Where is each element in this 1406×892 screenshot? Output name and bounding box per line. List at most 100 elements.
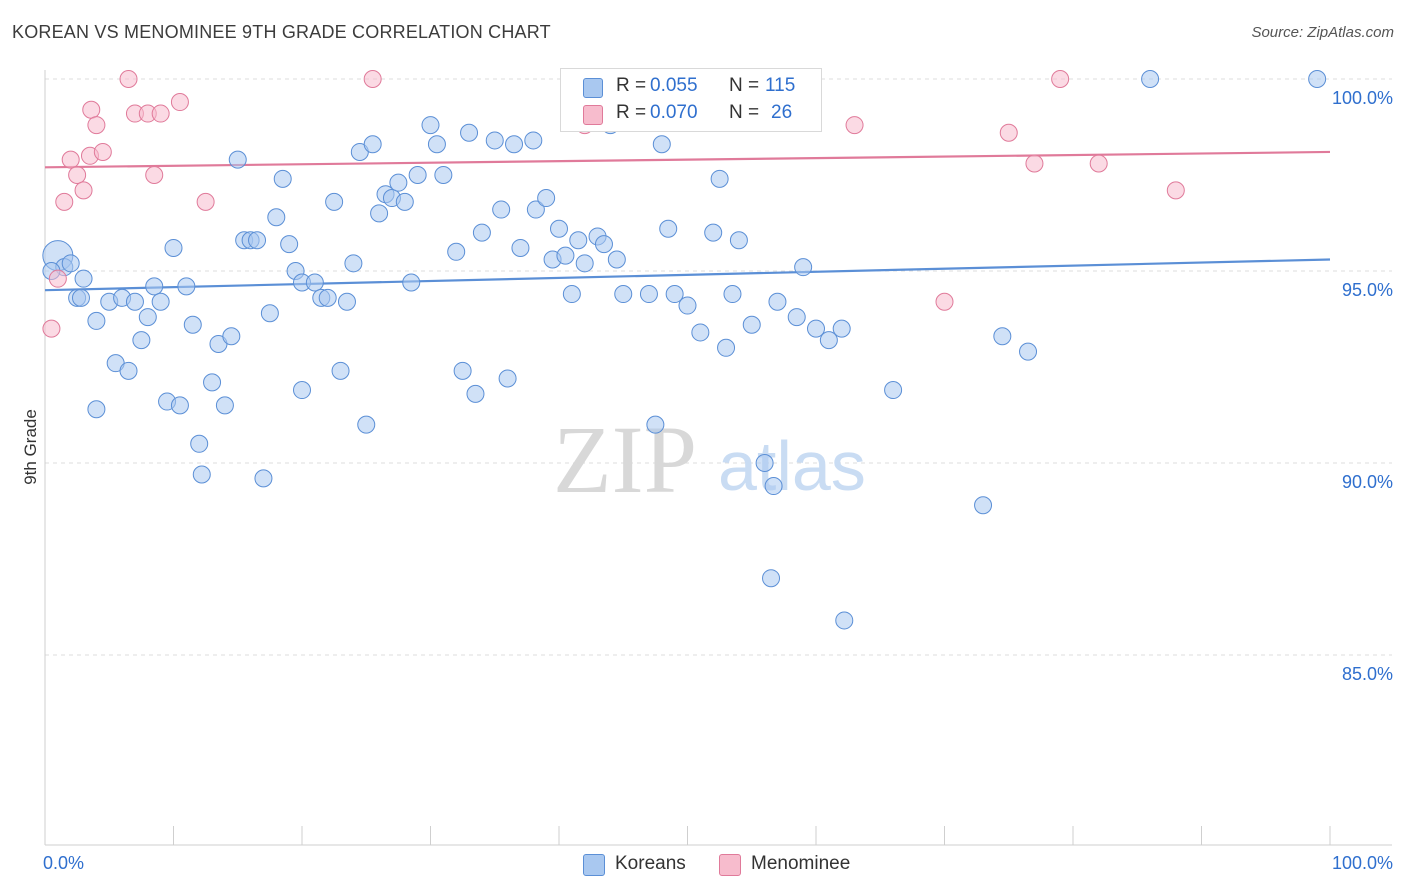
koreans-point[interactable] (190, 434, 209, 453)
koreans-point[interactable] (704, 223, 723, 242)
koreans-point[interactable] (402, 273, 421, 292)
koreans-point[interactable] (164, 238, 183, 257)
koreans-point[interactable] (884, 381, 903, 400)
koreans-point[interactable] (710, 169, 729, 188)
koreans-point[interactable] (511, 238, 530, 257)
koreans-point[interactable] (421, 116, 440, 135)
koreans-point[interactable] (691, 323, 710, 342)
koreans-point[interactable] (472, 223, 491, 242)
koreans-point[interactable] (203, 373, 222, 392)
menominee-point[interactable] (196, 192, 215, 211)
koreans-point[interactable] (764, 477, 783, 496)
koreans-point[interactable] (228, 150, 247, 169)
menominee-point[interactable] (935, 292, 954, 311)
koreans-point[interactable] (537, 189, 556, 208)
koreans-point[interactable] (119, 361, 138, 380)
koreans-point[interactable] (678, 296, 697, 315)
menominee-point[interactable] (145, 166, 164, 184)
menominee-point[interactable] (999, 123, 1018, 142)
koreans-point[interactable] (71, 288, 90, 307)
koreans-point[interactable] (1141, 70, 1160, 88)
koreans-point[interactable] (61, 254, 80, 273)
menominee-point[interactable] (170, 93, 189, 112)
koreans-point[interactable] (723, 285, 742, 304)
koreans-point[interactable] (254, 469, 273, 488)
koreans-point[interactable] (331, 361, 350, 380)
koreans-point[interactable] (993, 327, 1012, 346)
koreans-point[interactable] (145, 277, 164, 296)
koreans-point[interactable] (138, 308, 157, 327)
koreans-point[interactable] (192, 465, 211, 484)
koreans-point[interactable] (639, 285, 658, 304)
menominee-point[interactable] (68, 166, 87, 184)
koreans-point[interactable] (562, 285, 581, 304)
koreans-point[interactable] (594, 235, 613, 254)
koreans-point[interactable] (87, 400, 106, 419)
koreans-point[interactable] (498, 369, 517, 388)
koreans-point[interactable] (524, 131, 543, 150)
koreans-point[interactable] (273, 169, 292, 188)
koreans-point[interactable] (305, 273, 324, 292)
koreans-point[interactable] (526, 200, 545, 219)
menominee-point[interactable] (93, 142, 112, 161)
koreans-point[interactable] (762, 569, 781, 588)
koreans-point[interactable] (280, 235, 299, 254)
menominee-point[interactable] (48, 269, 67, 288)
koreans-point[interactable] (569, 231, 588, 250)
koreans-point[interactable] (395, 192, 414, 211)
koreans-point[interactable] (460, 123, 479, 142)
koreans-point[interactable] (151, 292, 170, 311)
menominee-point[interactable] (1051, 70, 1070, 88)
koreans-point[interactable] (337, 292, 356, 311)
koreans-point[interactable] (835, 611, 854, 630)
menominee-point[interactable] (87, 116, 106, 135)
koreans-point[interactable] (222, 327, 241, 346)
koreans-point[interactable] (215, 396, 234, 415)
menominee-point[interactable] (151, 104, 170, 123)
koreans-point[interactable] (556, 246, 575, 265)
koreans-point[interactable] (466, 384, 485, 403)
koreans-point[interactable] (505, 135, 524, 154)
koreans-point[interactable] (614, 285, 633, 304)
koreans-point[interactable] (807, 319, 825, 338)
koreans-point[interactable] (260, 304, 279, 323)
koreans-point[interactable] (1019, 342, 1038, 361)
koreans-point[interactable] (492, 200, 511, 219)
koreans-point[interactable] (434, 166, 453, 184)
koreans-point[interactable] (729, 231, 748, 250)
menominee-point[interactable] (61, 150, 80, 169)
koreans-point[interactable] (370, 204, 389, 223)
koreans-point[interactable] (768, 292, 787, 311)
koreans-point[interactable] (183, 315, 202, 334)
koreans-point[interactable] (794, 258, 813, 277)
koreans-point[interactable] (717, 338, 736, 357)
koreans-point[interactable] (550, 219, 568, 238)
koreans-point[interactable] (832, 319, 851, 338)
menominee-point[interactable] (363, 70, 382, 88)
koreans-point[interactable] (427, 135, 446, 154)
koreans-point[interactable] (755, 454, 774, 472)
koreans-point[interactable] (363, 135, 382, 154)
koreans-point[interactable] (453, 361, 472, 380)
koreans-point[interactable] (575, 254, 594, 273)
koreans-point[interactable] (974, 496, 993, 515)
menominee-point[interactable] (82, 100, 101, 119)
koreans-point[interactable] (293, 381, 311, 400)
koreans-point[interactable] (74, 269, 93, 288)
koreans-point[interactable] (389, 173, 408, 192)
koreans-point[interactable] (646, 415, 665, 434)
koreans-point[interactable] (1308, 70, 1327, 88)
koreans-point[interactable] (742, 315, 761, 334)
koreans-point[interactable] (87, 311, 106, 330)
koreans-point[interactable] (248, 231, 267, 250)
koreans-point[interactable] (125, 292, 144, 311)
koreans-point[interactable] (408, 166, 427, 184)
menominee-point[interactable] (845, 116, 864, 135)
koreans-point[interactable] (177, 277, 196, 296)
menominee-point[interactable] (55, 192, 74, 211)
koreans-point[interactable] (357, 415, 376, 434)
menominee-point[interactable] (1166, 181, 1185, 200)
koreans-point[interactable] (485, 131, 504, 150)
menominee-point[interactable] (1025, 154, 1044, 173)
menominee-point[interactable] (42, 319, 61, 338)
